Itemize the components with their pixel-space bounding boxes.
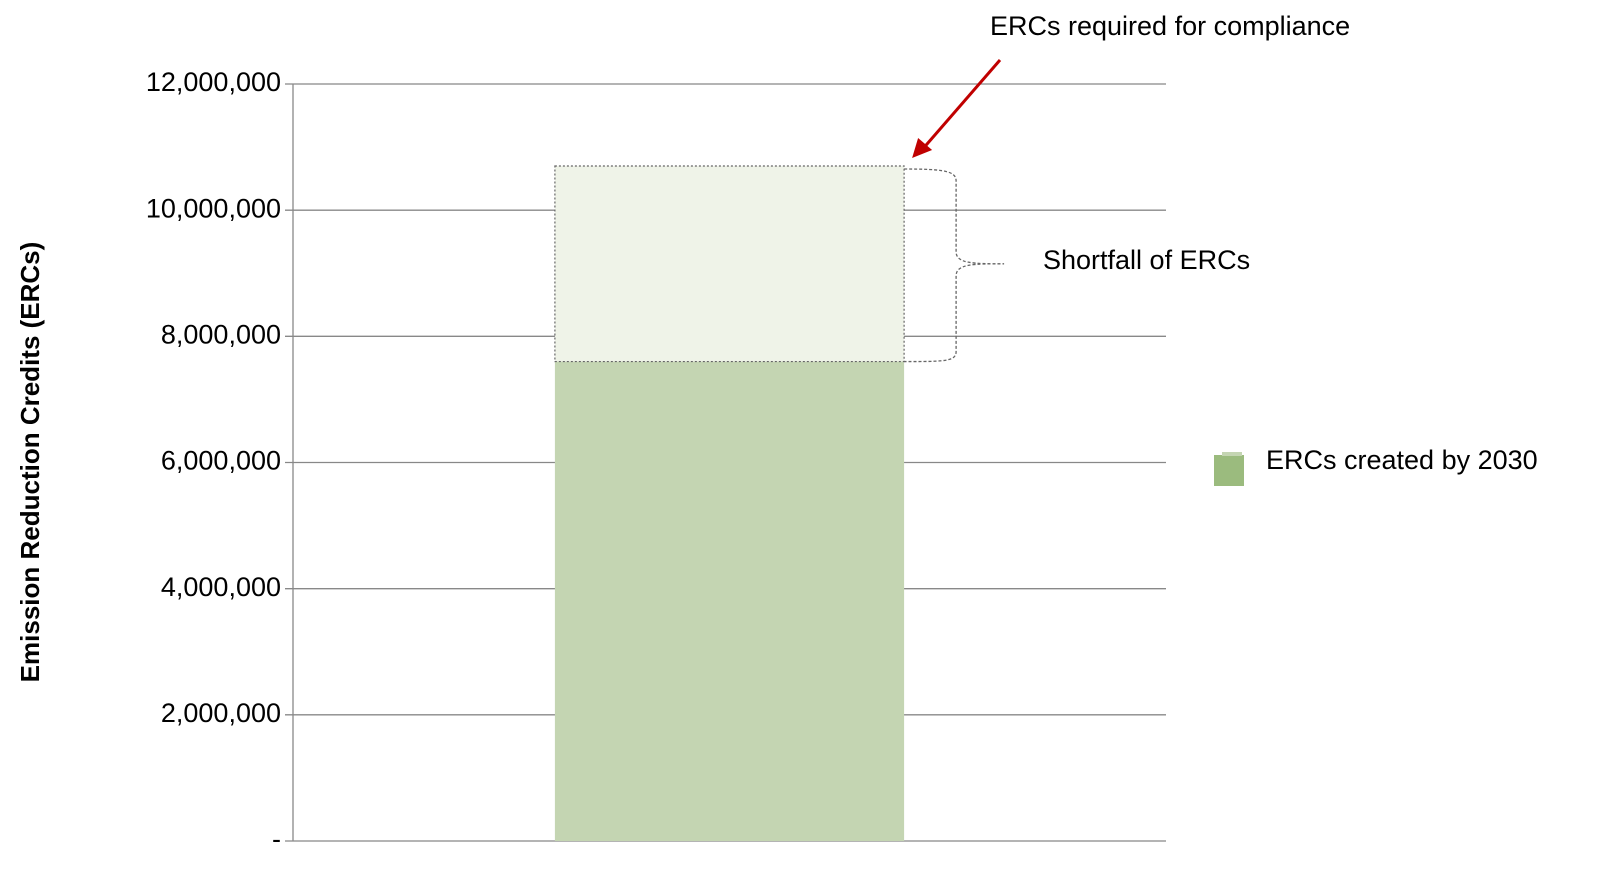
annotation: ERCs required for compliance: [990, 11, 1350, 41]
y-tick-label: 8,000,000: [161, 319, 281, 349]
y-tick-label: 10,000,000: [146, 193, 281, 223]
y-tick-label: -: [272, 824, 281, 854]
y-axis-title: Emission Reduction Credits (ERCs): [15, 242, 45, 683]
y-tick-label: 6,000,000: [161, 446, 281, 476]
legend-swatch: [1214, 455, 1244, 486]
arrow: [918, 59, 1002, 153]
arrow-head: [912, 138, 933, 159]
annotation: Shortfall of ERCs: [1043, 245, 1250, 275]
brace: [904, 168, 1005, 363]
bar: [554, 361, 905, 841]
y-tick-label: 12,000,000: [146, 67, 281, 97]
y-tick-label: 4,000,000: [161, 572, 281, 602]
shortfall-bar: [554, 165, 905, 363]
legend-swatch-top: [1222, 452, 1242, 456]
legend-label: ERCs created by 2030: [1266, 445, 1538, 475]
y-tick-label: 2,000,000: [161, 698, 281, 728]
